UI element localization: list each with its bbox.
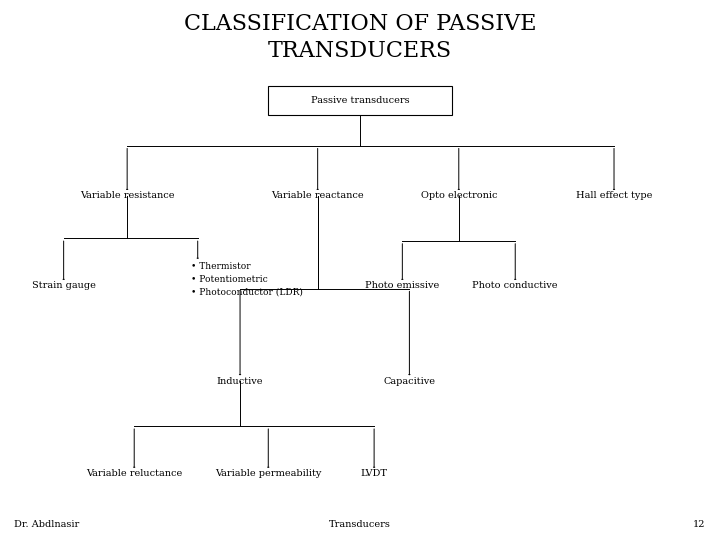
Text: 12: 12 bbox=[693, 521, 706, 529]
Text: TRANSDUCERS: TRANSDUCERS bbox=[268, 40, 452, 62]
Text: Hall effect type: Hall effect type bbox=[576, 191, 652, 200]
Text: Inductive: Inductive bbox=[217, 376, 264, 386]
Text: Strain gauge: Strain gauge bbox=[32, 281, 96, 291]
Text: CLASSIFICATION OF PASSIVE: CLASSIFICATION OF PASSIVE bbox=[184, 14, 536, 35]
Text: Opto electronic: Opto electronic bbox=[420, 191, 497, 200]
Text: • Thermistor
• Potentiometric
• Photoconductor (LDR): • Thermistor • Potentiometric • Photocon… bbox=[191, 262, 302, 296]
Text: Passive transducers: Passive transducers bbox=[311, 96, 409, 105]
Text: LVDT: LVDT bbox=[361, 469, 387, 478]
FancyBboxPatch shape bbox=[269, 86, 451, 115]
Text: Photo conductive: Photo conductive bbox=[472, 281, 558, 291]
Text: Dr. Abdlnasir: Dr. Abdlnasir bbox=[14, 521, 79, 529]
Text: Variable permeability: Variable permeability bbox=[215, 469, 321, 478]
Text: Variable reactance: Variable reactance bbox=[271, 191, 364, 200]
Text: Transducers: Transducers bbox=[329, 521, 391, 529]
Text: Variable resistance: Variable resistance bbox=[80, 191, 174, 200]
Text: Variable reluctance: Variable reluctance bbox=[86, 469, 182, 478]
Text: Capacitive: Capacitive bbox=[383, 376, 436, 386]
Text: Photo emissive: Photo emissive bbox=[365, 281, 439, 291]
